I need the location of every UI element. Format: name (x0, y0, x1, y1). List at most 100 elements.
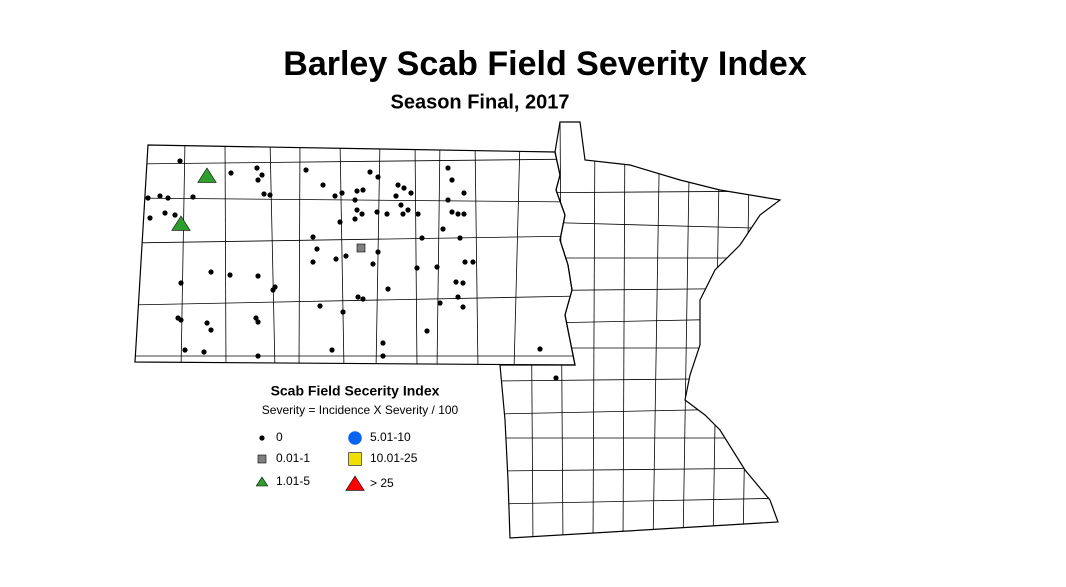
dot-symbol (360, 296, 366, 302)
dot-symbol (355, 294, 361, 300)
dot-symbol (333, 256, 339, 262)
dot-symbol (408, 190, 414, 196)
square-symbol (257, 454, 267, 464)
county-line (414, 145, 418, 365)
dot-symbol (415, 211, 421, 217)
dot-symbol (208, 327, 214, 333)
dot-symbol (462, 259, 468, 265)
county-line (135, 235, 575, 244)
dot-symbol (303, 167, 309, 173)
legend-title: Scab Field Secerity Index (271, 383, 440, 399)
dot-symbol (253, 315, 259, 321)
county-line (474, 145, 479, 365)
field-points (145, 158, 559, 381)
dot-symbol (204, 320, 210, 326)
dot-symbol (553, 375, 559, 381)
county-line (622, 122, 626, 538)
dot-symbol (385, 286, 391, 292)
county-line (500, 377, 780, 382)
dot-symbol (352, 197, 358, 203)
dot-symbol (255, 319, 261, 325)
triangle-symbol (197, 167, 217, 183)
county-line (339, 145, 345, 365)
dot-symbol (449, 209, 455, 215)
dot-symbol (470, 259, 476, 265)
county-line (682, 122, 691, 538)
dot-symbol (440, 226, 446, 232)
dot-symbol (182, 347, 188, 353)
dot-symbol (445, 197, 451, 203)
dot-symbol (455, 294, 461, 300)
triangle-symbol (345, 475, 365, 491)
dot-symbol (157, 193, 163, 199)
dot-symbol (340, 309, 346, 315)
square-symbol (348, 452, 362, 466)
dot-symbol (398, 202, 404, 208)
dot-symbol (395, 182, 401, 188)
dot-symbol (457, 235, 463, 241)
circle-symbol (348, 431, 362, 445)
dot-symbol (259, 435, 265, 441)
dot-symbol (228, 170, 234, 176)
dot-symbol (339, 190, 345, 196)
dot-symbol (354, 188, 360, 194)
dot-symbol (201, 349, 207, 355)
dot-symbol (460, 304, 466, 310)
dot-symbol (370, 261, 376, 267)
dot-symbol (310, 259, 316, 265)
dot-symbol (172, 212, 178, 218)
county-line (500, 317, 780, 325)
dot-symbol (359, 211, 365, 217)
dot-symbol (453, 279, 459, 285)
dot-symbol (208, 269, 214, 275)
county-lines (135, 122, 780, 538)
map-title: Barley Scab Field Severity Index (283, 45, 807, 83)
map-subtitle: Season Final, 2017 (391, 91, 570, 113)
dot-symbol (414, 265, 420, 271)
dot-symbol (352, 216, 358, 222)
dot-symbol (145, 195, 151, 201)
county-line (436, 145, 441, 365)
dot-symbol (445, 165, 451, 171)
dot-symbol (461, 190, 467, 196)
county-line (500, 220, 780, 230)
dot-symbol (393, 193, 399, 199)
county-line (652, 122, 661, 538)
county-line (180, 145, 186, 365)
county-line (513, 145, 521, 365)
legend-label: 10.01-25 (370, 451, 418, 465)
dot-symbol (374, 209, 380, 215)
dot-symbol (320, 182, 326, 188)
dot-symbol (455, 211, 461, 217)
dot-symbol (337, 219, 343, 225)
dot-symbol (329, 347, 335, 353)
dot-symbol (419, 235, 425, 241)
dot-symbol (460, 280, 466, 286)
county-line (135, 158, 575, 165)
dot-symbol (375, 174, 381, 180)
dot-symbol (401, 185, 407, 191)
dot-symbol (178, 317, 184, 323)
dot-symbol (380, 353, 386, 359)
triangle-symbol (255, 476, 269, 487)
legend: 0 0.01-1 1.01-5 5.01-10 10.01-25 > 25 (255, 430, 418, 491)
dot-symbol (254, 165, 260, 171)
dot-symbol (255, 273, 261, 279)
dot-symbol (384, 211, 390, 217)
county-line (135, 295, 575, 306)
dot-symbol (261, 191, 267, 197)
county-line (500, 407, 780, 415)
county-line (500, 287, 780, 292)
dot-symbol (354, 207, 360, 213)
dot-symbol (165, 195, 171, 201)
dot-symbol (178, 280, 184, 286)
dot-symbol (367, 169, 373, 175)
dot-symbol (380, 340, 386, 346)
dot-symbol (317, 303, 323, 309)
dot-symbol (314, 246, 320, 252)
dot-symbol (162, 210, 168, 216)
square-symbol (356, 243, 366, 253)
dot-symbol (332, 193, 338, 199)
dot-symbol (461, 211, 467, 217)
dot-symbol (177, 158, 183, 164)
